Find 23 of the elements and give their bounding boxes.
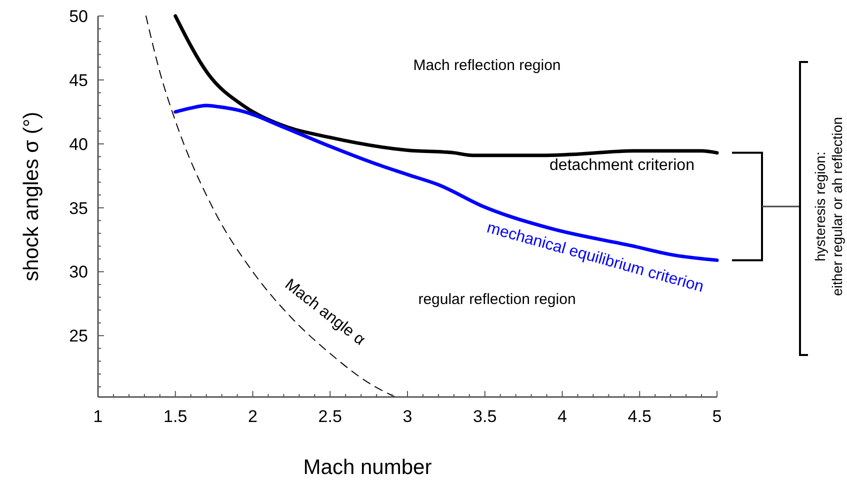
y-tick-label: 50 [69,7,88,26]
x-axis-title: Mach number [303,456,432,479]
x-tick-label: 3.5 [473,407,497,426]
y-tick-label: 35 [69,198,88,218]
line-series [174,14,719,158]
x-tick-label: 4.5 [628,407,652,426]
x-tick-label: 1.5 [164,407,188,426]
y-tick-label: 40 [69,134,88,154]
y-axis-title: shock angles σ (°) [20,112,43,282]
x-tick-label: 5 [712,407,722,426]
y-tick-label: 30 [69,262,88,282]
x-tick-label: 4 [558,407,567,426]
annotation: Mach reflection region [413,57,561,74]
x-tick-label: 2 [248,407,258,426]
x-tick-label: 1 [93,407,103,426]
text: hysteresis region: either regular or ah reflection [812,117,845,296]
x-tick-label: 3 [402,407,412,426]
y-tick-label: 25 [69,326,88,346]
annotation: regular reflection region [418,291,576,308]
y-tick-label: 45 [69,70,88,90]
series-label: detachment criterion [550,157,694,174]
x-tick-label: 2.5 [318,407,342,426]
line-series [145,16,396,398]
